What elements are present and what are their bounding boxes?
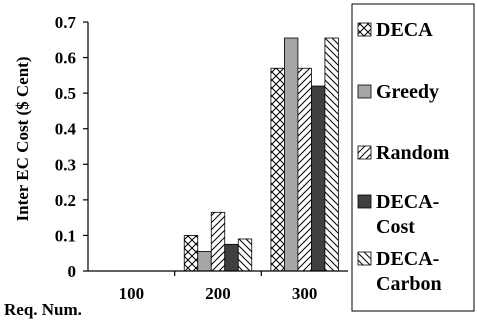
bar-deca-carbon-300 xyxy=(324,37,339,272)
x-axis-label: Req. Num. xyxy=(4,300,82,319)
x-tick-label: 200 xyxy=(205,284,231,303)
bar-deca-cost-300 xyxy=(311,85,326,272)
y-tick-label: 0.5 xyxy=(55,84,76,103)
y-tick-label: 0.4 xyxy=(55,120,77,139)
bar-deca-200 xyxy=(183,235,199,272)
y-axis-label: Inter EC Cost ($ Cent) xyxy=(13,57,32,222)
x-tick-label: 100 xyxy=(119,284,145,303)
bar-greedy-200 xyxy=(197,251,212,272)
y-tick-label: 0.3 xyxy=(55,155,76,174)
y-tick-label: 0.1 xyxy=(55,226,76,245)
y-tick-label: 0.2 xyxy=(55,191,76,210)
bars xyxy=(183,37,339,272)
legend-label: Greedy xyxy=(376,81,439,103)
legend-label: Cost xyxy=(376,216,415,238)
legend-swatch xyxy=(357,22,372,37)
y-axis-title: Inter EC Cost ($ Cent) xyxy=(13,57,32,222)
legend: DECA Greedy Random DECA- Cost DECA- Carbon xyxy=(351,3,475,312)
x-tick-label: 300 xyxy=(292,284,318,303)
y-tick-label: 0.7 xyxy=(55,13,77,32)
bar-random-300 xyxy=(297,67,312,272)
legend-label: Random xyxy=(376,142,450,164)
bar-random-200 xyxy=(210,211,226,272)
x-axis-ticks: 100 200 300 xyxy=(119,271,318,303)
bar-deca-300 xyxy=(270,67,285,272)
bar-deca-carbon-200 xyxy=(237,238,253,272)
y-tick-label: 0 xyxy=(68,262,77,281)
legend-label: Carbon xyxy=(376,273,442,295)
y-axis-ticks: 0 0.1 0.2 0.3 0.4 0.5 0.6 0.7 xyxy=(55,13,88,281)
legend-swatch xyxy=(357,145,372,160)
legend-label: DECA- xyxy=(376,191,439,213)
legend-label: DECA- xyxy=(376,248,439,270)
legend-swatch xyxy=(357,251,372,266)
bar-deca-cost-200 xyxy=(224,243,239,272)
legend-swatch xyxy=(357,194,372,209)
y-tick-label: 0.6 xyxy=(55,49,76,68)
legend-swatch xyxy=(357,84,372,99)
legend-border xyxy=(351,3,475,312)
legend-label: DECA xyxy=(376,19,433,41)
bar-greedy-300 xyxy=(284,37,299,272)
